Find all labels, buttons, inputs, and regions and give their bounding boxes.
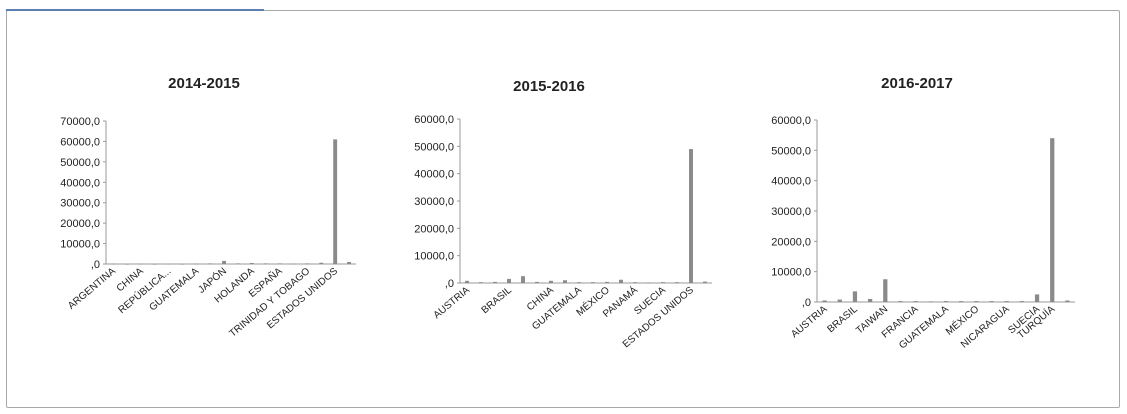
bar [837, 299, 842, 302]
chart-2: 60000,0 50000,0 40000,0 30000,0 20000,0 10000… [414, 114, 712, 350]
bar [319, 262, 324, 264]
bar [822, 300, 827, 302]
chart-title-3: 2016-2017 [881, 75, 953, 92]
chart-1: 70000,0 60000,0 50000,0 40000,0 30000,0 20000… [60, 116, 356, 340]
bar [152, 263, 157, 265]
chart-title-1: 2014-2015 [168, 75, 240, 92]
bar [291, 263, 296, 265]
bar [222, 260, 226, 264]
bar [180, 263, 185, 265]
bar [943, 301, 949, 302]
bar [867, 298, 873, 302]
y-tick-label: 70000,0 [60, 116, 100, 128]
y-tick-label: 30000,0 [771, 206, 811, 218]
bar [493, 281, 497, 283]
y-tick-label: 10000,0 [414, 251, 454, 263]
bar [1065, 300, 1070, 302]
y-tick-label: ,0 [802, 297, 811, 309]
bar [479, 282, 483, 283]
bar [236, 263, 240, 265]
bar [1034, 294, 1040, 302]
bar [277, 263, 282, 265]
bar [689, 149, 693, 283]
bar [883, 279, 888, 302]
bar [1050, 138, 1055, 302]
bar [549, 280, 553, 283]
bar [521, 276, 525, 283]
bar [138, 263, 143, 265]
bar [661, 282, 665, 283]
frame-accent [6, 9, 264, 11]
bar [605, 281, 609, 283]
chart-title-2: 2015-2016 [513, 78, 585, 95]
bar [1019, 301, 1025, 302]
bar [898, 301, 903, 302]
bar [208, 263, 213, 265]
y-tick-label: 50000,0 [414, 141, 454, 153]
bar [647, 282, 651, 284]
category-label: BRASIL [480, 285, 515, 317]
y-tick-label: 60000,0 [60, 136, 100, 148]
y-tick-label: 10000,0 [60, 239, 100, 251]
y-tick-label: 60000,0 [414, 114, 454, 126]
bar [989, 301, 994, 302]
bar [577, 282, 581, 283]
bar [913, 301, 918, 302]
y-tick-label: ,0 [91, 259, 100, 271]
bar [703, 281, 707, 283]
bar [852, 291, 858, 302]
y-tick-label: 20000,0 [414, 223, 454, 235]
bar [928, 301, 933, 303]
bar [591, 282, 595, 283]
bar [465, 280, 469, 283]
y-tick-label: 30000,0 [60, 198, 100, 210]
bar [563, 280, 567, 283]
bar [166, 263, 171, 265]
bar [111, 263, 115, 265]
bar [1004, 301, 1009, 302]
bar [675, 282, 679, 283]
y-tick-label: 40000,0 [414, 169, 454, 181]
bar [194, 263, 199, 265]
category-label: AUSTRIA [432, 285, 473, 321]
y-tick-label: 30000,0 [414, 196, 454, 208]
category-label: GUATEMALA [147, 266, 201, 314]
bar [619, 279, 623, 283]
bar [333, 139, 338, 264]
bar [959, 301, 964, 302]
chart-frame [6, 10, 1120, 408]
y-tick-label: ,0 [445, 278, 454, 290]
y-tick-label: 50000,0 [771, 145, 811, 157]
y-tick-label: 20000,0 [771, 236, 811, 248]
y-tick-label: 40000,0 [60, 177, 100, 189]
bar [507, 278, 511, 283]
y-tick-label: 20000,0 [60, 218, 100, 230]
bar [347, 261, 351, 264]
bar [305, 263, 310, 265]
y-tick-label: 50000,0 [60, 157, 100, 169]
category-label: AUSTRIA [789, 304, 830, 340]
bar [263, 263, 268, 265]
y-tick-label: 40000,0 [771, 176, 811, 188]
y-tick-label: 10000,0 [771, 267, 811, 279]
bar [124, 263, 129, 265]
bar [974, 301, 979, 302]
chart-3: 60000,0 50000,0 40000,0 30000,0 20000,0 10000… [771, 115, 1075, 351]
bar [535, 281, 539, 283]
category-label: ARGENTINA [66, 266, 118, 312]
bar [633, 282, 637, 283]
bar [249, 262, 254, 264]
y-tick-label: 60000,0 [771, 115, 811, 127]
